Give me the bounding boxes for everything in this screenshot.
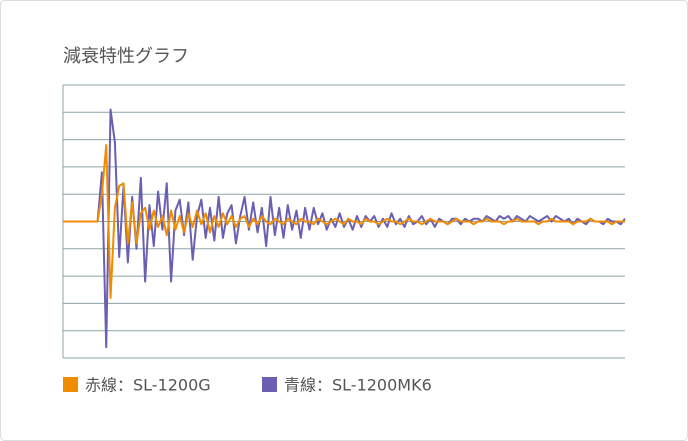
legend-swatch	[262, 377, 277, 392]
legend-label: 青線：SL-1200MK6	[284, 376, 432, 395]
legend-label: 赤線：SL-1200G	[85, 376, 211, 395]
series-line	[63, 108, 626, 349]
chart-title: 減衰特性グラフ	[63, 46, 189, 67]
legend-swatch	[63, 377, 78, 392]
series-line	[63, 144, 625, 299]
